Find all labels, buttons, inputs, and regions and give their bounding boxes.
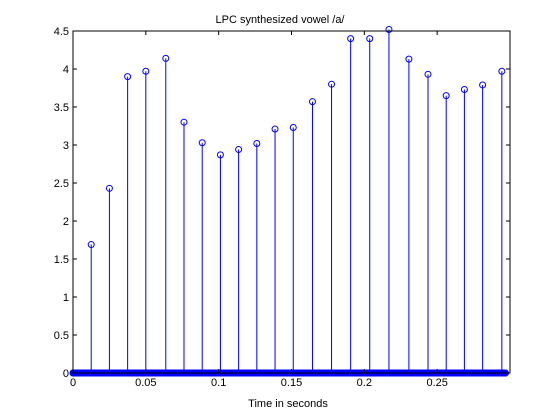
stem-marker	[442, 92, 450, 100]
stem-marker	[289, 124, 297, 132]
x-tick-label: 0.2	[357, 377, 372, 389]
y-tick-label: 1.5	[54, 254, 69, 266]
stem-marker	[328, 80, 336, 88]
y-axis-ticks: 0 0.5 1 1.5 2 2.5 3 3.5 4 4.5	[54, 26, 510, 380]
stem-marker	[87, 241, 95, 249]
y-tick-label: 2.5	[54, 178, 69, 190]
y-tick-label: 1	[63, 292, 69, 304]
stem-marker	[235, 146, 243, 154]
y-tick-label: 0.5	[54, 330, 69, 342]
stem-series	[87, 25, 506, 373]
y-tick-label: 4.5	[54, 26, 69, 38]
stem-marker	[216, 151, 224, 159]
y-tick-label: 0	[63, 368, 69, 380]
x-tick-label: 0.1	[211, 377, 226, 389]
y-tick-label: 2	[63, 216, 69, 228]
axes-box	[72, 30, 511, 374]
stem-marker	[253, 139, 261, 147]
x-tick-label: 0.25	[426, 377, 447, 389]
stem-marker	[198, 139, 206, 147]
x-tick-label: 0	[70, 377, 76, 389]
y-tick-label: 4	[63, 64, 69, 76]
x-axis-ticks: 0 0.05 0.1 0.15 0.2 0.25	[70, 31, 448, 389]
x-tick-label: 0.15	[281, 377, 302, 389]
chart-title: LPC synthesized vowel /a/	[215, 14, 345, 26]
stem-marker	[385, 25, 393, 33]
stem-marker	[460, 86, 468, 94]
stem-marker	[498, 67, 506, 75]
stem-marker	[271, 125, 279, 133]
stem-marker	[366, 35, 374, 43]
x-axis-label: Time in seconds	[248, 398, 328, 410]
stem-marker	[124, 73, 132, 81]
y-tick-label: 3.5	[54, 102, 69, 114]
stem-marker	[105, 184, 113, 192]
stem-marker	[142, 67, 150, 75]
stem-marker	[308, 98, 316, 106]
stem-marker	[424, 70, 432, 78]
stem-marker	[162, 54, 170, 62]
stem-marker	[405, 55, 413, 63]
y-tick-label: 3	[63, 140, 69, 152]
x-tick-label: 0.05	[135, 377, 156, 389]
stem-marker	[180, 118, 188, 126]
stem-marker	[479, 81, 487, 89]
stem-marker	[347, 35, 355, 43]
